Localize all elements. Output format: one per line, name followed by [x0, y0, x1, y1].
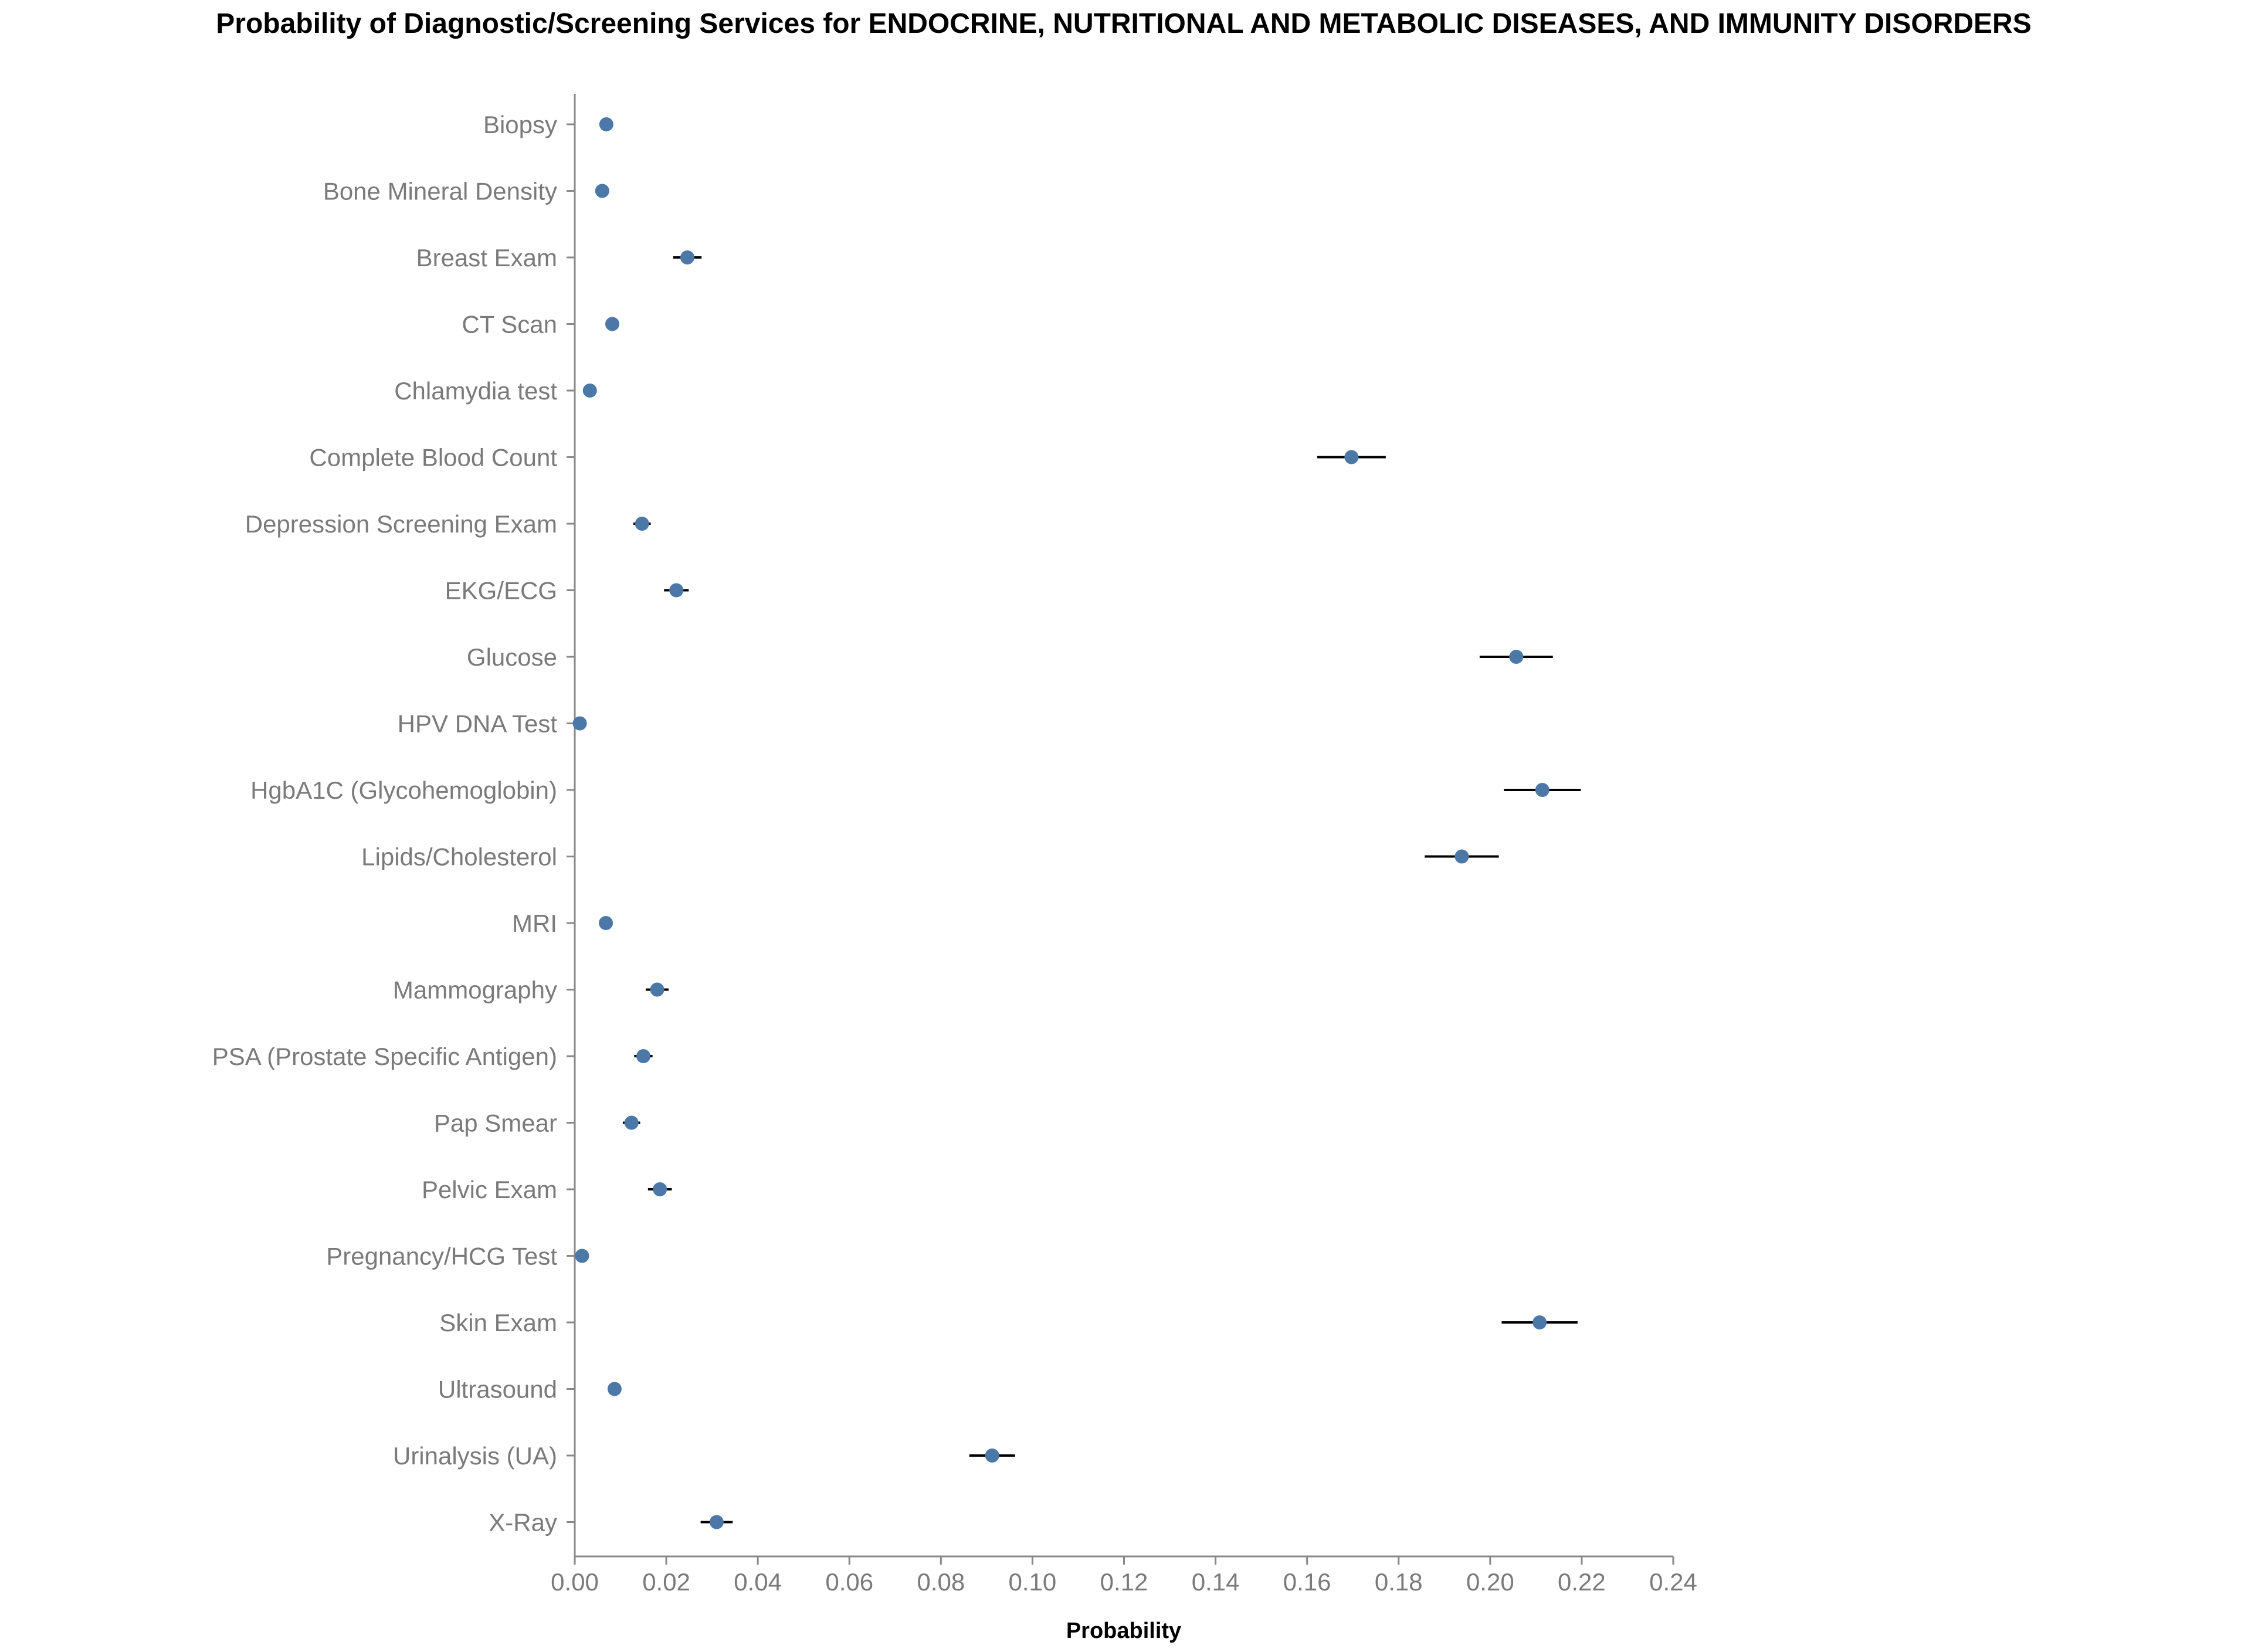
y-category-label: Pelvic Exam — [422, 1176, 557, 1203]
y-category-label: Pap Smear — [434, 1110, 557, 1137]
x-axis-title: Probability — [1066, 1619, 1181, 1643]
y-category-label: HPV DNA Test — [398, 710, 558, 738]
x-tick-label: 0.14 — [1192, 1568, 1240, 1596]
chart-title: Probability of Diagnostic/Screening Serv… — [216, 8, 2031, 39]
data-point — [1509, 650, 1524, 664]
data-point — [599, 916, 613, 930]
y-category-label: Mammography — [393, 976, 557, 1004]
y-category-label: Skin Exam — [439, 1309, 557, 1336]
data-point — [636, 1049, 651, 1063]
y-category-label: X-Ray — [489, 1509, 557, 1536]
x-tick-label: 0.02 — [642, 1568, 690, 1596]
data-point — [624, 1115, 639, 1130]
y-category-label: Pregnancy/HCG Test — [326, 1243, 557, 1270]
data-point — [595, 184, 609, 198]
y-category-label: Glucose — [467, 643, 557, 671]
data-point — [575, 1249, 589, 1263]
y-category-label: MRI — [512, 910, 557, 937]
y-category-label: PSA (Prostate Specific Antigen) — [212, 1043, 557, 1070]
y-category-label: Depression Screening Exam — [245, 510, 557, 538]
data-point — [605, 317, 619, 331]
data-point — [669, 583, 684, 598]
data-point — [1344, 450, 1359, 464]
data-point — [1532, 1315, 1547, 1329]
y-category-label: Biopsy — [483, 111, 557, 138]
x-tick-label: 0.20 — [1466, 1568, 1514, 1596]
data-point — [1454, 849, 1469, 864]
x-tick-label: 0.18 — [1375, 1568, 1423, 1596]
data-point — [985, 1449, 999, 1463]
x-tick-label: 0.00 — [551, 1568, 599, 1596]
x-tick-label: 0.06 — [825, 1568, 873, 1596]
x-tick-label: 0.04 — [734, 1568, 782, 1596]
y-category-label: Breast Exam — [416, 244, 557, 272]
data-marks — [572, 117, 1581, 1529]
y-category-label: Ultrasound — [438, 1376, 557, 1403]
y-category-label: Complete Blood Count — [309, 444, 557, 471]
x-tick-label: 0.24 — [1649, 1568, 1697, 1596]
y-category-label: Urinalysis (UA) — [393, 1442, 557, 1470]
data-point — [1535, 783, 1549, 797]
data-point — [635, 517, 649, 531]
data-point — [709, 1515, 724, 1529]
y-category-label: Chlamydia test — [394, 377, 557, 405]
y-axis: Biopsy Bone Mineral Density Breast Exam CT … — [212, 94, 576, 1556]
data-point — [582, 384, 597, 398]
data-point — [653, 1182, 667, 1196]
data-point — [680, 250, 694, 264]
y-category-label: Bone Mineral Density — [323, 178, 557, 205]
y-category-label: EKG/ECG — [445, 577, 557, 605]
data-point — [650, 982, 664, 997]
x-tick-label: 0.10 — [1009, 1568, 1057, 1596]
data-point — [572, 716, 587, 731]
data-point — [599, 117, 613, 131]
x-tick-label: 0.22 — [1558, 1568, 1606, 1596]
x-tick-label: 0.12 — [1100, 1568, 1148, 1596]
y-category-label: CT Scan — [462, 311, 557, 338]
x-tick-label: 0.16 — [1283, 1568, 1331, 1596]
data-point — [607, 1382, 622, 1396]
y-category-label: HgbA1C (Glycohemoglobin) — [250, 776, 557, 804]
x-tick-label: 0.08 — [917, 1568, 965, 1596]
y-category-label: Lipids/Cholesterol — [361, 843, 557, 871]
x-axis: 0.00 0.02 0.04 0.06 0.08 0.10 0.12 0.14 0.16 0.18… — [551, 1555, 1697, 1596]
